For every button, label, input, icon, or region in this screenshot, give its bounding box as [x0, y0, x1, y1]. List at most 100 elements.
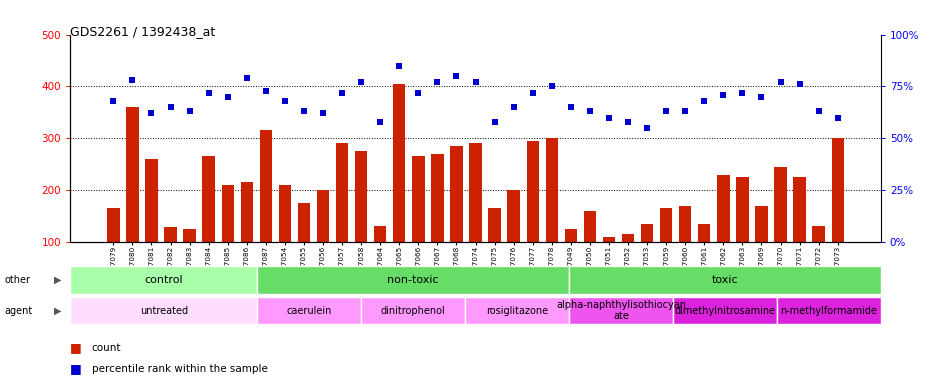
Text: other: other [5, 275, 31, 285]
Bar [488, 208, 500, 294]
Bar [221, 185, 234, 294]
Bar [793, 177, 805, 294]
Point [334, 89, 349, 96]
Bar [107, 208, 120, 294]
Point [163, 104, 178, 110]
Point [296, 108, 311, 114]
Point [353, 79, 368, 85]
Text: toxic: toxic [710, 275, 738, 285]
Bar [361, 297, 464, 324]
Point [430, 79, 445, 85]
Bar [202, 156, 214, 294]
Bar [412, 156, 424, 294]
Bar [583, 211, 595, 294]
Point [448, 73, 463, 79]
Point [582, 108, 597, 114]
Bar [164, 227, 177, 294]
Point [144, 110, 159, 116]
Text: agent: agent [5, 306, 33, 316]
Bar [773, 167, 786, 294]
Point [811, 108, 826, 114]
Point [505, 104, 520, 110]
Point [201, 89, 216, 96]
Text: alpha-naphthylisothiocyan
ate: alpha-naphthylisothiocyan ate [555, 300, 685, 321]
Text: ■: ■ [70, 362, 82, 375]
Bar [812, 227, 824, 294]
Point [315, 110, 330, 116]
Text: untreated: untreated [139, 306, 187, 316]
Bar [526, 141, 538, 294]
Text: caerulein: caerulein [286, 306, 331, 316]
Bar [278, 185, 291, 294]
Bar [431, 154, 443, 294]
Point [563, 104, 578, 110]
Bar [679, 206, 691, 294]
Point [525, 89, 540, 96]
Point [620, 119, 635, 125]
Point [715, 92, 730, 98]
Bar [450, 146, 462, 294]
Point [410, 89, 425, 96]
Text: control: control [144, 275, 183, 285]
Point [487, 119, 502, 125]
Bar [640, 224, 652, 294]
Point [677, 108, 692, 114]
Text: dinitrophenol: dinitrophenol [380, 306, 446, 316]
Bar [316, 190, 329, 294]
Bar [622, 234, 634, 294]
Text: n-methylformamide: n-methylformamide [780, 306, 876, 316]
Bar [257, 297, 361, 324]
Bar [126, 107, 139, 294]
Text: percentile rank within the sample: percentile rank within the sample [92, 364, 268, 374]
Bar [754, 206, 767, 294]
Bar [355, 151, 367, 294]
Bar [259, 131, 271, 294]
Bar [830, 138, 843, 294]
Bar [70, 266, 257, 294]
Bar [672, 297, 776, 324]
Text: rosiglitazone: rosiglitazone [486, 306, 548, 316]
Bar [145, 159, 157, 294]
Point [220, 94, 235, 100]
Bar [545, 138, 557, 294]
Point [106, 98, 121, 104]
Point [601, 114, 616, 121]
Text: ■: ■ [70, 341, 82, 354]
Point [753, 94, 768, 100]
Text: non-toxic: non-toxic [387, 275, 439, 285]
Point [373, 119, 388, 125]
Point [182, 108, 197, 114]
Point [772, 79, 787, 85]
Point [258, 88, 273, 94]
Bar [736, 177, 748, 294]
Point [791, 81, 806, 88]
Point [734, 89, 749, 96]
Bar [602, 237, 615, 294]
Point [124, 77, 139, 83]
Bar [507, 190, 519, 294]
Text: ▶: ▶ [54, 306, 62, 316]
Point [467, 79, 483, 85]
Point [829, 114, 844, 121]
Point [277, 98, 292, 104]
Bar [393, 84, 405, 294]
Bar [257, 266, 568, 294]
Bar [183, 229, 196, 294]
Bar [697, 224, 709, 294]
Bar [568, 297, 672, 324]
Point [696, 98, 711, 104]
Bar [659, 208, 672, 294]
Bar [335, 144, 348, 294]
Bar [568, 266, 880, 294]
Bar [241, 182, 253, 294]
Point [544, 83, 559, 89]
Bar [70, 297, 257, 324]
Text: dimethylnitrosamine: dimethylnitrosamine [674, 306, 775, 316]
Point [639, 125, 654, 131]
Text: count: count [92, 343, 121, 353]
Text: GDS2261 / 1392438_at: GDS2261 / 1392438_at [70, 25, 215, 38]
Point [658, 108, 673, 114]
Bar [716, 175, 729, 294]
Bar [464, 297, 568, 324]
Text: ▶: ▶ [54, 275, 62, 285]
